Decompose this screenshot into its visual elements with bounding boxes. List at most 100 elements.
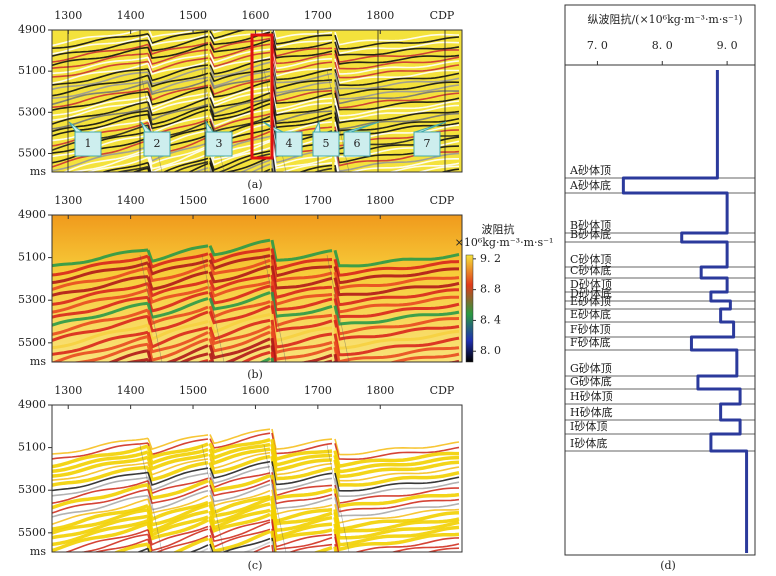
reflector xyxy=(52,78,460,109)
well-label-box xyxy=(143,131,171,157)
y-tick-label: 4900 xyxy=(18,398,46,411)
horizon-label: B砂体顶 xyxy=(570,218,611,232)
horizon-label: E砂体底 xyxy=(570,307,611,321)
colorbar-label: 8. 4 xyxy=(480,313,501,326)
x-tick-label: 1300 xyxy=(54,9,82,22)
reflector xyxy=(52,254,459,285)
reflector xyxy=(52,291,460,327)
well-label-box xyxy=(413,131,441,157)
x-tick-label: 1700 xyxy=(304,9,332,22)
reflector xyxy=(52,483,460,518)
well-label: 7 xyxy=(424,137,431,150)
reflector xyxy=(136,537,275,552)
x-unit: CDP xyxy=(430,9,455,22)
horizon-label: H砂体顶 xyxy=(570,389,613,403)
well-label-box xyxy=(205,131,233,157)
reflector xyxy=(52,432,460,460)
fault xyxy=(139,254,163,362)
x-tick-label: 1500 xyxy=(179,384,207,397)
reflector xyxy=(86,146,460,172)
reflector xyxy=(52,51,460,79)
y-unit: ms xyxy=(30,545,46,558)
reflector xyxy=(63,519,460,552)
reflector xyxy=(52,451,460,482)
reflector xyxy=(52,247,460,277)
x-tick-label: 1300 xyxy=(54,384,82,397)
section-frame xyxy=(51,214,463,363)
reflector xyxy=(52,99,460,133)
horizon-label: D砂体顶 xyxy=(570,277,612,291)
well-label-box xyxy=(343,131,371,157)
reflector xyxy=(78,521,460,552)
well-label: 6 xyxy=(354,137,361,150)
reflector xyxy=(115,153,337,172)
reflector xyxy=(52,37,460,63)
y-tick-label: 5300 xyxy=(18,483,46,496)
reflector xyxy=(52,238,460,268)
reflector xyxy=(52,318,460,357)
fault xyxy=(326,444,350,552)
reflector xyxy=(52,74,459,106)
section-frame xyxy=(51,29,463,173)
reflector xyxy=(107,337,460,362)
reflector xyxy=(52,30,460,50)
fault xyxy=(201,254,225,362)
x-tick-label: 1500 xyxy=(179,9,207,22)
horizon-label: C砂体底 xyxy=(570,263,611,277)
horizon-label: C砂体顶 xyxy=(570,252,611,266)
y-tick-label: 5500 xyxy=(18,336,46,349)
x-tick-label: 1700 xyxy=(304,194,332,207)
fault xyxy=(263,444,287,552)
y-tick-label: 5300 xyxy=(18,293,46,306)
y-tick-label: 5500 xyxy=(18,526,46,539)
log-frame xyxy=(564,4,756,556)
reflector xyxy=(52,264,460,297)
reflector xyxy=(52,300,460,336)
x-tick-label: 7. 0 xyxy=(587,39,608,52)
reflector xyxy=(52,273,460,307)
seismic-section xyxy=(51,404,463,553)
colorbar-label: 8. 8 xyxy=(480,283,501,296)
x-tick-label: 1600 xyxy=(241,9,269,22)
reflector xyxy=(52,61,460,91)
horizon-label: A砂体顶 xyxy=(569,163,611,177)
seismic-section xyxy=(51,214,463,363)
x-tick-label: 8. 0 xyxy=(652,39,673,52)
x-tick-label: 1500 xyxy=(179,194,207,207)
reflector xyxy=(52,90,460,122)
reflector xyxy=(52,428,460,456)
horizon-label: B砂体底 xyxy=(570,227,611,241)
panel-label: (a) xyxy=(247,178,262,191)
x-tick-label: 1600 xyxy=(241,384,269,397)
reflectors xyxy=(52,428,460,552)
reflector xyxy=(52,135,460,172)
reflector xyxy=(131,156,276,172)
horizon-label: F砂体顶 xyxy=(570,322,611,336)
reflector xyxy=(52,472,459,504)
y-tick-label: 5100 xyxy=(18,251,46,264)
x-tick-label: 1400 xyxy=(117,9,145,22)
y-tick-label: 5500 xyxy=(18,146,46,159)
reflector xyxy=(52,479,460,514)
reflector xyxy=(52,502,460,540)
reflector xyxy=(93,528,460,552)
reflector xyxy=(52,454,460,487)
horizon-label: H砂体底 xyxy=(570,405,613,419)
reflector xyxy=(52,325,460,362)
x-tick-label: 1300 xyxy=(54,194,82,207)
reflector xyxy=(52,108,460,142)
reflector xyxy=(52,258,460,291)
y-tick-label: 5100 xyxy=(18,64,46,77)
reflector xyxy=(113,529,338,552)
x-tick-label: 1600 xyxy=(241,194,269,207)
x-tick-label: 1800 xyxy=(366,9,394,22)
reflector xyxy=(72,330,460,362)
well-label-box xyxy=(275,131,303,157)
reflector xyxy=(52,30,460,55)
reflector xyxy=(52,465,460,497)
x-tick-label: 1800 xyxy=(366,194,394,207)
well-label: 3 xyxy=(216,137,223,150)
reflector xyxy=(52,31,460,57)
y-tick-label: 5100 xyxy=(18,441,46,454)
